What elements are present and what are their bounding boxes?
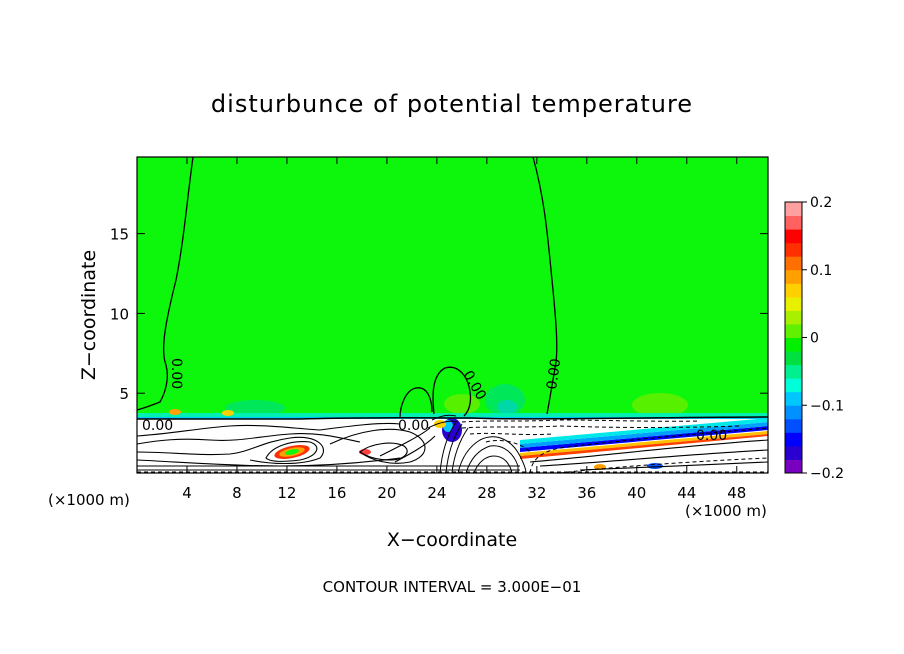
x-tick-label: 20 — [377, 484, 396, 502]
zero-contour — [399, 387, 433, 419]
colorbar-cell — [785, 364, 802, 379]
colorbar-cell — [785, 256, 802, 271]
colorbar-cell — [785, 242, 802, 257]
x-tick-label: 16 — [327, 484, 346, 502]
colorbar-tick-label: −0.2 — [810, 466, 844, 482]
x-tick-label: 24 — [427, 484, 446, 502]
colorbar-tick-label: 0 — [810, 331, 819, 347]
negative-contours — [137, 419, 768, 473]
colorbar-cell — [785, 269, 802, 284]
weak-negative-patch — [225, 400, 285, 416]
contour-label: 0.00 — [398, 418, 429, 434]
colorbar-cell — [785, 445, 802, 460]
layer-contours — [137, 422, 520, 471]
sloping-band — [520, 422, 768, 448]
plot-area: 0.00 0.00 0.00 0.00 0.00 0.00 — [137, 157, 768, 473]
y-axis-title: Z−coordinate — [78, 250, 100, 380]
positive-pocket — [285, 449, 299, 455]
colorbar-ticks: 0.2 0.1 0 −0.1 −0.2 — [802, 195, 844, 482]
x-tick-label: 36 — [577, 484, 596, 502]
zero-contour — [137, 157, 194, 411]
colorbar-tick-label: 0.1 — [810, 263, 832, 279]
contour-label: 0.00 — [142, 418, 173, 434]
x-unit-right: (×1000 m) — [685, 502, 767, 520]
colorbar-cell — [785, 459, 802, 474]
colorbar-cell — [785, 351, 802, 366]
colorbar-cell — [785, 202, 802, 217]
y-tick-label: 15 — [110, 226, 129, 244]
positive-pocket — [434, 420, 446, 428]
colorbar-cell — [785, 432, 802, 447]
x-tick-label: 12 — [277, 484, 296, 502]
colorbar-cell — [785, 391, 802, 406]
colorbar-cell — [785, 418, 802, 433]
colorbar-cell — [785, 337, 802, 352]
x-axis-title: X−coordinate — [387, 529, 517, 551]
positive-pocket — [169, 409, 181, 415]
weak-negative-patch — [497, 400, 517, 414]
y-tick-label: 5 — [119, 385, 129, 403]
x-tick-label: 8 — [232, 484, 242, 502]
chart-title: disturbunce of potential temperature — [211, 90, 693, 118]
positive-pocket — [222, 410, 234, 416]
y-tick-label: 10 — [110, 305, 129, 323]
plot-frame — [136, 156, 769, 474]
x-tick-label: 44 — [677, 484, 696, 502]
x-tick-label: 32 — [527, 484, 546, 502]
colorbar-cell — [785, 229, 802, 244]
x-unit-left: (×1000 m) — [48, 491, 130, 509]
right-layer-contours — [529, 439, 768, 471]
weak-positive-patch — [632, 393, 688, 417]
y-axis: 5 10 15 — [110, 226, 768, 403]
x-tick-label: 40 — [627, 484, 646, 502]
sloping-band — [520, 418, 768, 444]
x-tick-label: 28 — [477, 484, 496, 502]
zero-contour — [432, 366, 472, 417]
colorbar-cell — [785, 310, 802, 325]
contour-interval-note: CONTOUR INTERVAL = 3.000E−01 — [323, 578, 582, 596]
layer-top-contour — [137, 416, 768, 420]
x-axis: 4 8 12 16 20 24 28 32 36 40 44 48 — [182, 157, 746, 502]
contour-label: 0.00 — [168, 358, 184, 389]
colorbar-tick-label: 0.2 — [810, 195, 832, 211]
colorbar-cell — [785, 405, 802, 420]
colorbar-cell — [785, 378, 802, 393]
contour-label: 0.00 — [696, 428, 727, 444]
zero-contour — [532, 157, 558, 415]
colorbar-cell — [785, 296, 802, 311]
x-tick-label: 4 — [182, 484, 192, 502]
colorbar-tick-label: −0.1 — [810, 398, 844, 414]
sloping-band — [520, 431, 768, 456]
colorbar-cell — [785, 283, 802, 298]
sloping-band — [520, 434, 768, 459]
hill-contours — [427, 414, 527, 473]
x-tick-label: 48 — [727, 484, 746, 502]
colorbar-cell — [785, 215, 802, 230]
colorbar-cell — [785, 323, 802, 338]
contour-label: 0.00 — [544, 357, 564, 390]
colorbar — [785, 202, 802, 474]
